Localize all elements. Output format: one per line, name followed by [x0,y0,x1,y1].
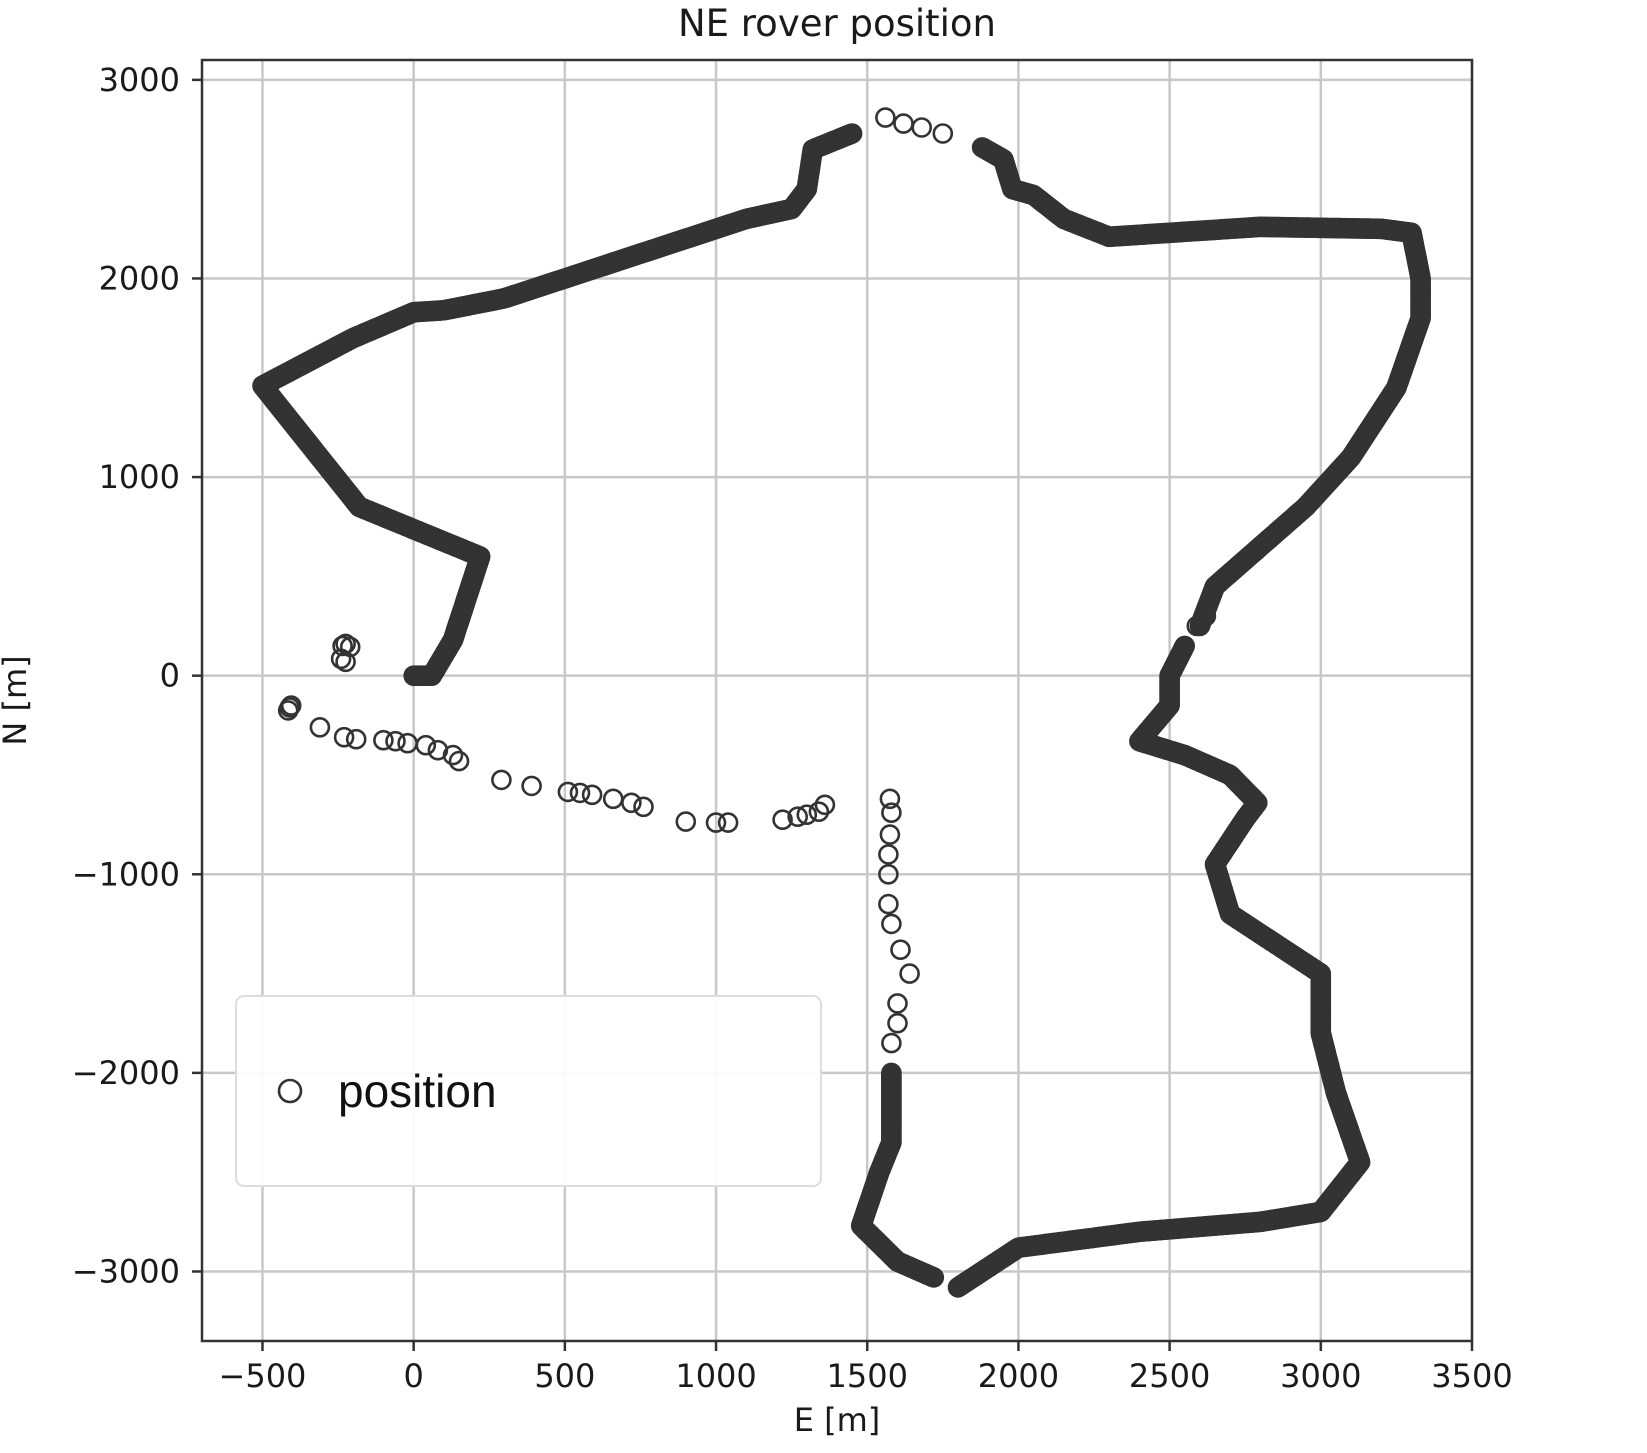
data-point [332,635,353,657]
data-point [491,769,512,791]
data-point [879,788,901,810]
data-point [569,782,591,804]
data-point [932,123,954,144]
y-tick-label: −2000 [72,1054,180,1092]
x-tick-label: 3000 [1280,1357,1361,1395]
data-point [442,744,464,766]
data-point [373,729,394,751]
data-point [879,824,901,845]
data-point [875,107,896,128]
data-point [887,1012,908,1034]
data-point [808,801,830,823]
data-point [787,806,809,828]
data-point [448,750,470,772]
data-point [717,812,739,833]
data-point [878,844,899,865]
legend-label-position: position [338,1065,497,1117]
data-point [881,1062,902,1084]
x-tick-label: 2500 [1129,1357,1210,1395]
data-point [881,913,902,935]
x-tick-label: 3500 [1431,1357,1512,1395]
data-point [947,1277,969,1298]
y-axis-ticks: −3000 −2000 −1000 0 1000 2000 3000 [72,61,202,1290]
data-point [345,728,367,750]
data-point [675,811,697,832]
legend-box [235,995,822,1187]
data-point [1195,605,1217,627]
data-point [621,792,642,814]
data-point [277,700,299,721]
x-axis-ticks: −500 0 500 1000 1500 2000 2500 3000 3500 [219,1341,1513,1395]
chart-title: NE rover position [678,2,996,45]
data-point [335,651,356,673]
y-tick-label: 1000 [99,458,180,496]
y-axis-label: N [m] [0,655,34,745]
data-point [878,863,899,885]
data-point [814,794,836,816]
x-tick-label: 2000 [978,1357,1059,1395]
data-point [890,939,911,961]
data-point [415,734,437,756]
y-tick-label: −1000 [72,855,180,893]
data-point [887,993,908,1014]
data-point [841,123,863,144]
plot-area-frame [200,58,1474,1343]
data-point [633,796,654,818]
x-axis-label: E [m] [794,1401,881,1439]
x-tick-label: 1500 [827,1357,908,1395]
y-tick-label: 2000 [99,259,180,297]
data-point [309,716,331,738]
data-point [796,804,818,826]
legend: position [235,995,822,1187]
data-point [705,812,727,833]
x-tick-label: 0 [403,1357,423,1395]
data-point [333,726,355,748]
y-tick-label: 0 [160,657,180,695]
x-tick-label: −500 [219,1357,307,1395]
position-series [252,107,1431,1298]
data-point [385,730,406,752]
data-point [881,802,902,824]
data-point [772,809,793,831]
data-point [878,893,899,915]
data-point [911,117,933,138]
legend-marker-position [277,1078,303,1104]
data-point [881,1032,902,1054]
y-tick-label: −3000 [72,1252,180,1290]
y-tick-label: 3000 [99,61,180,99]
data-point [521,775,542,797]
x-tick-label: 500 [534,1357,595,1395]
data-point [557,781,579,803]
x-tick-label: 1000 [675,1357,756,1395]
data-point [581,784,603,806]
data-point [899,963,920,984]
data-point [330,648,352,670]
